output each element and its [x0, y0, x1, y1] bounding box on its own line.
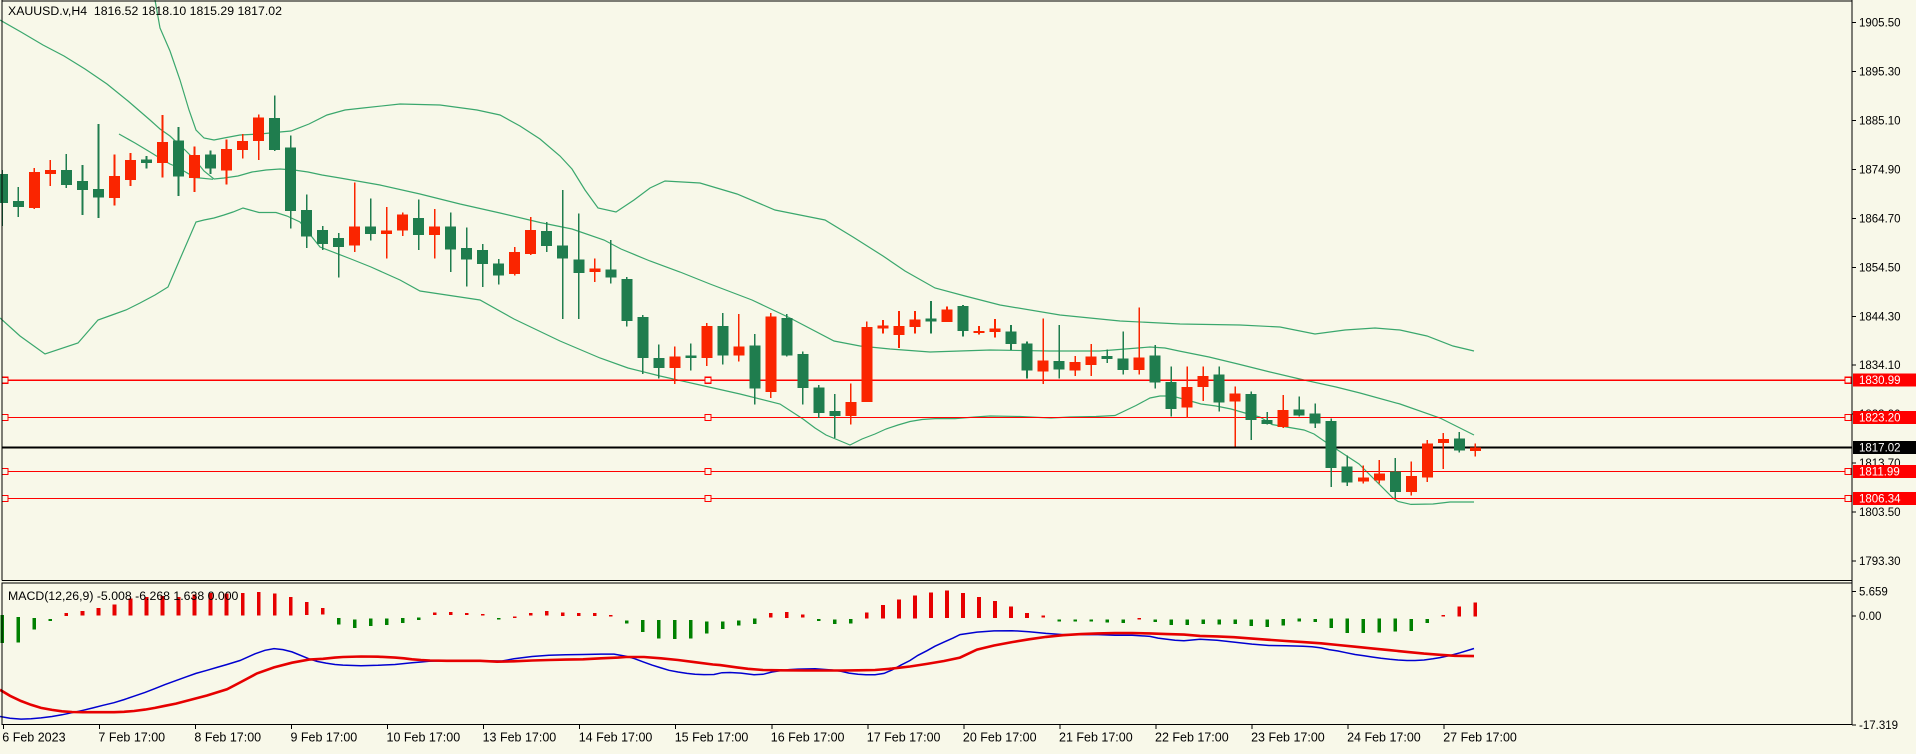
svg-text:14 Feb 17:00: 14 Feb 17:00: [579, 730, 653, 744]
svg-text:7 Feb 17:00: 7 Feb 17:00: [98, 730, 165, 744]
svg-text:1823.20: 1823.20: [1859, 413, 1901, 425]
svg-text:1793.30: 1793.30: [1859, 556, 1901, 568]
svg-text:1895.30: 1895.30: [1859, 66, 1901, 78]
svg-text:24 Feb 17:00: 24 Feb 17:00: [1347, 730, 1421, 744]
svg-text:13 Feb 17:00: 13 Feb 17:00: [483, 730, 557, 744]
svg-text:1806.34: 1806.34: [1859, 494, 1901, 506]
svg-text:1885.10: 1885.10: [1859, 115, 1901, 127]
svg-text:0.00: 0.00: [1859, 611, 1881, 623]
svg-text:1905.50: 1905.50: [1859, 17, 1901, 29]
svg-text:22 Feb 17:00: 22 Feb 17:00: [1155, 730, 1229, 744]
svg-text:1817.02: 1817.02: [1859, 442, 1901, 454]
svg-text:9 Feb 17:00: 9 Feb 17:00: [291, 730, 358, 744]
svg-text:1874.90: 1874.90: [1859, 164, 1901, 176]
svg-text:5.659: 5.659: [1859, 586, 1888, 598]
svg-text:1844.30: 1844.30: [1859, 311, 1901, 323]
svg-text:10 Feb 17:00: 10 Feb 17:00: [387, 730, 461, 744]
svg-text:15 Feb 17:00: 15 Feb 17:00: [675, 730, 749, 744]
svg-text:8 Feb 17:00: 8 Feb 17:00: [194, 730, 261, 744]
svg-text:21 Feb 17:00: 21 Feb 17:00: [1059, 730, 1133, 744]
svg-text:-17.319: -17.319: [1859, 720, 1898, 732]
svg-text:1834.10: 1834.10: [1859, 360, 1901, 372]
svg-text:27 Feb 17:00: 27 Feb 17:00: [1443, 730, 1517, 744]
svg-text:16 Feb 17:00: 16 Feb 17:00: [771, 730, 845, 744]
svg-text:1803.50: 1803.50: [1859, 507, 1901, 519]
svg-text:6 Feb 2023: 6 Feb 2023: [2, 730, 65, 744]
svg-text:23 Feb 17:00: 23 Feb 17:00: [1251, 730, 1325, 744]
svg-text:17 Feb 17:00: 17 Feb 17:00: [867, 730, 941, 744]
svg-text:1811.99: 1811.99: [1859, 467, 1900, 479]
svg-text:1854.50: 1854.50: [1859, 262, 1901, 274]
svg-text:XAUUSD.v,H4 1816.52 1818.10 1: XAUUSD.v,H4 1816.52 1818.10 1815.29 1817…: [8, 4, 282, 18]
svg-text:1864.70: 1864.70: [1859, 213, 1901, 225]
svg-text:MACD(12,26,9) -5.008 -6.268 1.: MACD(12,26,9) -5.008 -6.268 1.638 0.000: [8, 589, 239, 603]
svg-text:20 Feb 17:00: 20 Feb 17:00: [963, 730, 1037, 744]
svg-text:1830.99: 1830.99: [1859, 375, 1901, 387]
